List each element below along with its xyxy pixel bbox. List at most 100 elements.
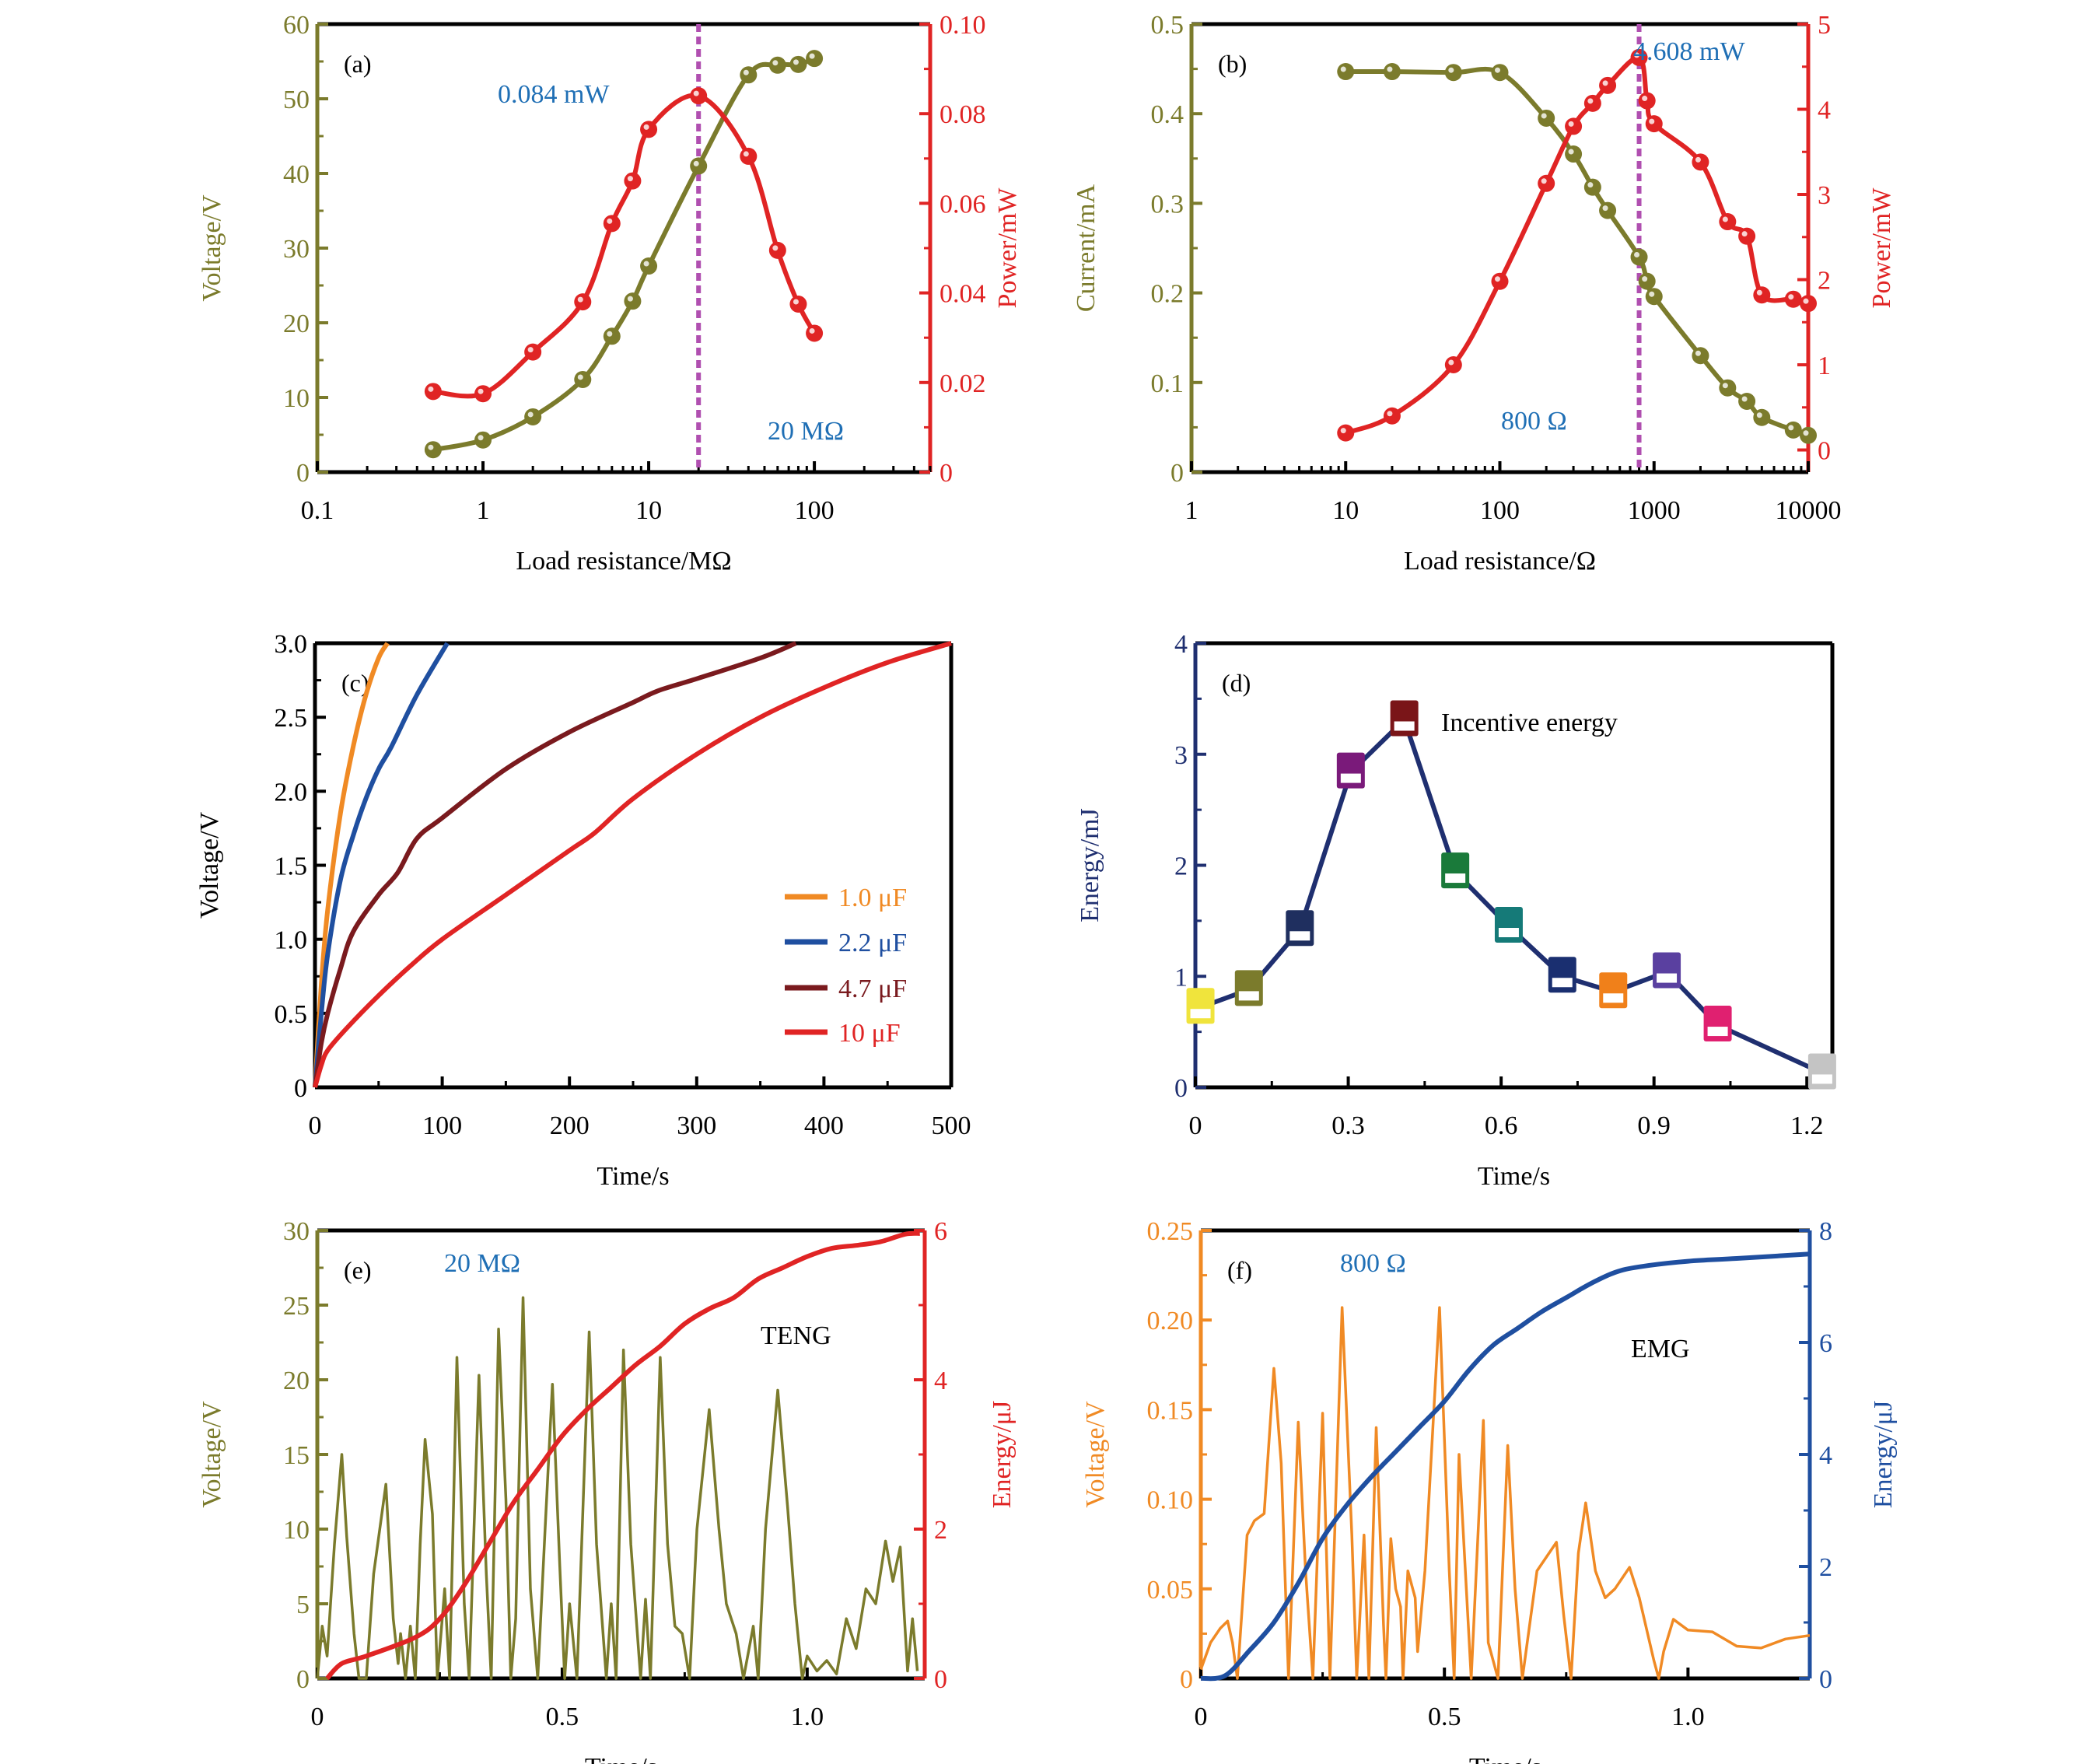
data-point-highlight [1695,156,1701,163]
x-tick-label: 0 [309,1111,322,1140]
x-tick-label: 100 [795,496,835,525]
data-point-highlight [1722,383,1728,389]
data-point [1538,174,1555,192]
data-point [1719,379,1737,397]
data-point [640,257,658,275]
energy-marker [1234,970,1263,1006]
data-point-highlight [478,388,484,394]
data-point [574,370,592,388]
panel-e: 0 0.5 1.0 0 5 10 15 20 25 30 0 2 4 6 Time/s Voltage/V En… [198,1217,1017,1764]
data-point-highlight [793,299,799,305]
energy-marker-inner [1707,1027,1728,1037]
data-point [524,408,542,425]
data-point-highlight [643,124,649,130]
x-tick-label: 0.9 [1637,1111,1671,1140]
panel-f: 0 0.5 1.0 0 0.05 0.10 0.15 0.20 0.25 0 2 4 6 8 Time/s V… [1081,1217,1898,1764]
x-axis-label: Time/s [585,1753,657,1764]
panel-b: 1 10 100 1000 1000000.10.20.30.40.5012345Loa… [1072,11,1896,576]
data-point [1784,421,1802,439]
x-tick-label: 1.0 [791,1703,824,1731]
y-tick-label: 10 [283,1516,310,1545]
y-tick-label: 0 [1170,459,1184,488]
x-tick-label: 0.5 [1428,1703,1461,1731]
x-axis-label: Load resistance/MΩ [516,547,731,576]
series-line-0 [316,1296,919,1680]
y-tick-label: 0 [1174,1074,1188,1103]
y2-tick-label: 0 [1819,1665,1832,1694]
data-point-highlight [1788,425,1794,431]
data-point [574,293,592,311]
data-point-highlight [1448,359,1454,366]
data-point [1565,117,1583,135]
data-point [1583,178,1601,196]
data-point-highlight [1741,231,1748,237]
data-point [1630,48,1648,66]
x-tick-label: 0.3 [1331,1111,1365,1140]
y2-tick-label: 0.10 [940,11,986,40]
panel-c: 0 100 200 300 400 500 0 0.5 1.0 1.5 2.0 2.5 3.0 Time/… [195,630,971,1191]
panel-label: (e) [344,1256,372,1284]
data-point-highlight [1788,294,1794,300]
x-axis-label: Load resistance/Ω [1404,547,1596,576]
data-point-highlight [627,176,633,182]
x-tick-label: 0 [1195,1703,1208,1731]
energy-marker [1548,957,1576,993]
y-tick-label: 50 [283,86,310,114]
energy-marker-inner [1811,1074,1832,1084]
data-point [1538,109,1555,127]
x-tick-label: 1.2 [1790,1111,1824,1140]
data-point-highlight [1541,113,1547,119]
legend-label: 1.0 μF [838,884,907,912]
y2-tick-label: 5 [1818,11,1831,40]
data-point [1599,201,1617,219]
series-line-1 [313,642,450,1088]
y2-axis-label: Energy/μJ [1869,1401,1898,1508]
data-point [1645,288,1663,306]
data-point-highlight [1642,96,1648,102]
y2-tick-label: 3 [1818,181,1831,210]
data-point [806,324,824,342]
data-point [789,55,807,73]
y-tick-label: 30 [283,235,310,264]
annotation: 20 MΩ [444,1249,520,1278]
series-line-1 [432,93,817,399]
energy-marker-inner [1498,928,1519,938]
energy-marker [1441,852,1470,889]
x-tick-label: 1.0 [1671,1703,1705,1731]
energy-marker [1807,1053,1836,1090]
x-axis-label: Time/s [597,1162,669,1191]
data-point [1383,407,1401,425]
data-point [1630,248,1648,266]
y2-tick-label: 4 [1819,1441,1832,1470]
data-point [768,241,786,259]
panel-label: (a) [344,50,372,78]
y-tick-label: 2 [1174,852,1188,881]
data-point [603,327,621,345]
data-point-highlight [527,411,534,418]
series-line-2 [313,641,797,1088]
y-tick-label: 0.05 [1147,1576,1194,1605]
data-point-highlight [1634,252,1640,258]
y2-tick-label: 0.02 [940,369,986,398]
y-tick-label: 0 [294,1074,307,1103]
data-point [1491,272,1509,290]
series-line-1 [1200,1251,1811,1682]
y-tick-label: 0.2 [1151,280,1184,309]
y2-axis-label: Power/mW [1867,187,1896,309]
annotation: 800 Ω [1340,1249,1406,1278]
data-point [1565,145,1583,163]
y-tick-label: 0.20 [1147,1307,1194,1335]
y-axis-label: Energy/mJ [1076,808,1104,922]
y2-tick-label: 0.08 [940,100,986,129]
data-point-highlight [428,386,434,392]
y-tick-label: 10 [283,384,310,413]
data-point [1738,227,1756,245]
y-tick-label: 0.10 [1147,1486,1194,1515]
x-tick-label: 0.6 [1485,1111,1518,1140]
x-tick-label: 1 [477,496,490,525]
panel-label: (b) [1218,50,1247,78]
x-tick-label: 100 [1480,496,1520,525]
y-axis-label: Voltage/V [198,194,226,302]
data-point-highlight [1634,52,1640,58]
